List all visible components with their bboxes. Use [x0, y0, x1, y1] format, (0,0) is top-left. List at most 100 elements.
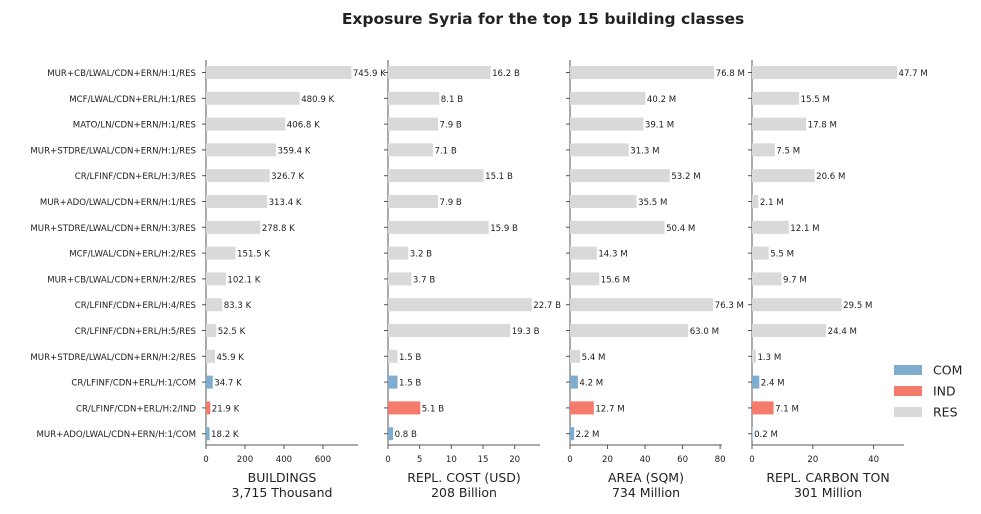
bar: [388, 246, 409, 260]
panel-2: 16.2 B 8.1 B 7.9 B 7.1 B 15.1 B 7.9 B 15.9 B 3.…: [384, 60, 561, 500]
bar-value-label: 63.0 M: [690, 327, 719, 337]
bar-value-label: 8.1 B: [441, 95, 463, 105]
legend-label: IND: [933, 384, 956, 399]
bar: [388, 401, 421, 415]
bar-value-label: 20.6 M: [816, 172, 845, 182]
bar: [752, 117, 807, 131]
category-label: MUR+CB/LWAL/CDN+ERN/H:1/RES: [47, 69, 196, 79]
bar: [752, 272, 782, 286]
bar-value-label: 2.2 M: [576, 430, 600, 440]
bar: [752, 427, 753, 441]
x-axis-subtitle: 208 Billion: [431, 485, 497, 500]
bar-value-label: 7.9 B: [440, 198, 462, 208]
bar: [570, 272, 600, 286]
bar: [388, 66, 491, 79]
bar: [388, 143, 433, 157]
category-label: MUR+CB/LWAL/CDN+ERN/H:2/RES: [47, 275, 196, 285]
bar-value-label: 35.5 M: [638, 198, 667, 208]
x-tick-label: 400: [276, 455, 292, 465]
bar-value-label: 1.3 M: [757, 353, 781, 363]
x-tick-label: 40: [640, 455, 651, 465]
x-tick-label: 0: [567, 455, 572, 465]
legend: COM IND RES: [894, 363, 962, 420]
category-label: CR/LFINF/CDN+ERL/H:4/RES: [75, 301, 196, 311]
category-label: CR/LFINF/CDN+ERL/H:5/RES: [75, 327, 196, 337]
bar-value-label: 12.7 M: [595, 404, 624, 414]
bar-value-label: 76.8 M: [716, 69, 745, 79]
bar-value-label: 9.7 M: [783, 275, 807, 285]
bar-value-label: 15.9 B: [490, 224, 518, 234]
bar-value-label: 7.1 B: [434, 146, 456, 156]
x-tick-label: 0: [749, 455, 754, 465]
bar: [388, 298, 532, 312]
bar-value-label: 0.2 M: [754, 430, 778, 440]
bar: [570, 117, 644, 131]
category-label: MUR+ADO/LWAL/CDN+ERN/H:1/COM: [37, 430, 197, 440]
bar: [752, 66, 898, 79]
bar: [570, 195, 637, 208]
bar: [388, 220, 489, 234]
bar: [206, 246, 236, 260]
bar-value-label: 3.2 B: [410, 250, 432, 260]
bar-value-label: 5.1 B: [422, 404, 444, 414]
bar: [388, 91, 440, 105]
x-tick-label: 10: [446, 455, 457, 465]
category-label: CR/LFINF/CDN+ERL/H:1/COM: [71, 379, 196, 389]
bar-value-label: 480.9 K: [301, 95, 334, 105]
bar: [388, 427, 394, 441]
bar: [752, 298, 842, 312]
bar: [752, 324, 827, 337]
legend-swatch: [894, 365, 922, 375]
bar-value-label: 18.2 K: [211, 430, 239, 440]
bar: [206, 298, 223, 312]
bar-value-label: 21.9 K: [212, 404, 240, 414]
bar-value-label: 22.7 B: [533, 301, 561, 311]
bar-value-label: 15.5 M: [801, 95, 830, 105]
bar: [206, 117, 286, 131]
legend-label: RES: [933, 405, 958, 420]
x-tick-label: 600: [315, 455, 331, 465]
bar: [388, 324, 511, 337]
x-axis-label: REPL. CARBON TON: [766, 470, 889, 485]
x-tick-label: 0: [203, 455, 208, 465]
bar: [752, 169, 815, 183]
legend-label: COM: [933, 363, 962, 378]
bar-value-label: 14.3 M: [598, 250, 627, 260]
category-label: MUR+ADO/LWAL/CDN+ERN/H:1/RES: [40, 198, 196, 208]
bar: [752, 91, 800, 105]
bar-value-label: 1.5 B: [399, 353, 421, 363]
bar-value-label: 50.4 M: [666, 224, 695, 234]
bar: [570, 349, 581, 363]
bar: [206, 401, 211, 415]
x-axis-label: AREA (SQM): [608, 470, 684, 485]
bar-value-label: 313.4 K: [269, 198, 302, 208]
category-label: MUR+STDRE/LWAL/CDN+ERN/H:2/RES: [30, 353, 196, 363]
x-axis-subtitle: 3,715 Thousand: [232, 485, 333, 500]
bar-value-label: 52.5 K: [218, 327, 246, 337]
x-tick-label: 200: [237, 455, 253, 465]
bar: [206, 169, 270, 183]
x-tick-label: 60: [677, 455, 688, 465]
bar: [570, 401, 594, 415]
bar: [570, 246, 597, 260]
bar-value-label: 39.1 M: [645, 121, 674, 131]
x-tick-label: 40: [868, 455, 879, 465]
bar: [206, 195, 268, 208]
panel-1: 745.9 K 480.9 K 406.8 K 359.4 K 326.7 K 313.4…: [202, 60, 386, 500]
x-tick-label: 20: [509, 455, 520, 465]
bar-value-label: 5.5 M: [770, 250, 794, 260]
bar-value-label: 47.7 M: [899, 69, 928, 79]
legend-swatch: [894, 407, 922, 417]
bar: [206, 349, 215, 363]
category-label: MUR+STDRE/LWAL/CDN+ERN/H:3/RES: [30, 224, 196, 234]
bar-value-label: 19.3 B: [512, 327, 540, 337]
bar: [206, 375, 213, 389]
bar: [570, 375, 578, 389]
bar: [752, 143, 775, 157]
x-tick-label: 20: [807, 455, 818, 465]
bar-value-label: 359.4 K: [278, 146, 311, 156]
bar: [206, 143, 277, 157]
bar: [570, 298, 714, 312]
